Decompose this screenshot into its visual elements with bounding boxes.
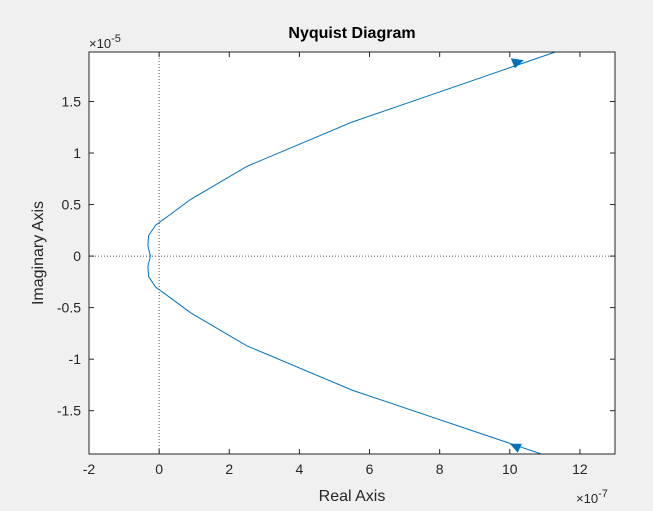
- x-tick-label: 10: [502, 461, 518, 477]
- y-tick-label: -1: [69, 351, 82, 367]
- y-tick-label: 0: [73, 248, 81, 264]
- y-scale-base: ×10: [89, 36, 111, 51]
- y-tick-label: 0.5: [62, 197, 82, 213]
- reference-lines: [89, 52, 615, 454]
- x-scale-base: ×10: [576, 491, 598, 506]
- x-tick-label: 12: [572, 461, 588, 477]
- x-axis-label: Real Axis: [319, 488, 386, 505]
- x-tick-label: 8: [436, 461, 444, 477]
- x-tick-label: 4: [296, 461, 304, 477]
- direction-arrow-upper: [510, 58, 524, 69]
- nyquist-curve-upper: [147, 51, 556, 257]
- series-layer: [147, 51, 556, 455]
- x-axis-ticks: -2 0 2 4 6 8 10 12: [83, 52, 588, 477]
- y-axis-label: Imaginary Axis: [30, 201, 47, 305]
- x-scale-exponent: -7: [598, 488, 608, 500]
- y-scale-exponent: -5: [111, 33, 121, 45]
- chart-title: Nyquist Diagram: [288, 25, 415, 42]
- x-tick-label: -2: [83, 461, 96, 477]
- direction-arrow-lower: [509, 443, 522, 453]
- x-scale-multiplier: ×10-7: [576, 488, 608, 506]
- y-scale-multiplier: ×10-5: [89, 33, 121, 51]
- y-tick-label: -0.5: [57, 300, 81, 316]
- x-tick-label: 6: [366, 461, 374, 477]
- y-tick-label: 1: [73, 145, 81, 161]
- x-tick-label: 2: [225, 461, 233, 477]
- x-tick-label: 0: [155, 461, 163, 477]
- y-tick-label: 1.5: [62, 93, 82, 109]
- y-axis-ticks: -1.5 -1 -0.5 0 0.5 1 1.5: [57, 93, 615, 419]
- plot-area: [89, 52, 615, 454]
- plot-frame: [88, 51, 616, 455]
- nyquist-curve-lower: [147, 255, 542, 455]
- arrow-layer: [509, 58, 524, 453]
- y-tick-label: -1.5: [57, 403, 81, 419]
